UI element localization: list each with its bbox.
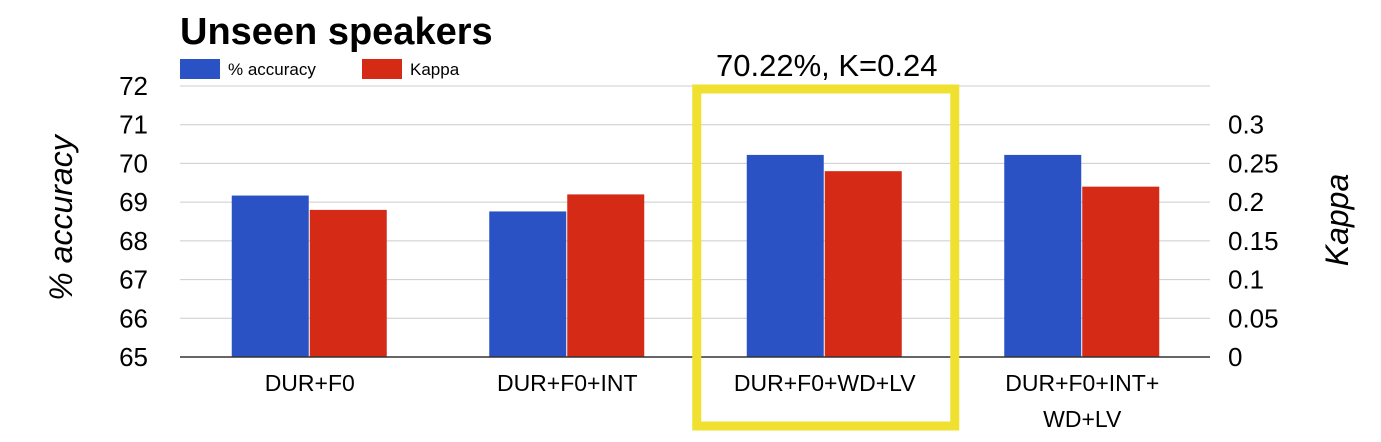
right-tick-label: 0.1 (1228, 265, 1264, 295)
highlight-box (692, 84, 960, 431)
bar-accuracy (1004, 154, 1082, 357)
legend: % accuracy Kappa (180, 59, 460, 79)
left-axis-title: % accuracy (43, 133, 79, 300)
legend-label: Kappa (410, 60, 460, 79)
right-axis-ticks: 0 0.05 0.1 0.15 0.2 0.25 0.3 (1228, 110, 1279, 372)
bar-kappa (824, 171, 902, 357)
annotation-label: 70.22%, K=0.24 (716, 48, 937, 83)
left-tick-label: 69 (119, 187, 148, 217)
right-tick-label: 0.05 (1228, 303, 1279, 333)
category-label: WD+LV (1043, 406, 1122, 432)
left-tick-label: 66 (119, 303, 148, 333)
legend-label: % accuracy (228, 60, 316, 79)
category-label: DUR+F0+WD+LV (734, 370, 916, 396)
legend-swatch (180, 59, 220, 79)
left-tick-label: 71 (119, 110, 148, 140)
left-tick-label: 70 (119, 148, 148, 178)
category-label: DUR+F0+INT+ (1005, 370, 1159, 396)
bar-accuracy (231, 195, 309, 357)
left-tick-label: 65 (119, 342, 148, 372)
category-label: DUR+F0+INT (497, 370, 638, 396)
category-labels: DUR+F0 DUR+F0+INT DUR+F0+WD+LV DUR+F0+INT+ W… (265, 370, 1160, 432)
left-tick-label: 72 (119, 71, 148, 101)
left-axis-ticks: 65 66 67 68 69 70 71 72 (119, 71, 148, 372)
legend-swatch (362, 59, 402, 79)
annotation: 70.22%, K=0.24 (692, 48, 960, 431)
bar-kappa (567, 194, 645, 357)
left-tick-label: 67 (119, 265, 148, 295)
chart-title: Unseen speakers (180, 11, 493, 53)
right-axis-title: Kappa (1319, 174, 1355, 267)
right-tick-label: 0.25 (1228, 148, 1279, 178)
left-tick-label: 68 (119, 226, 148, 256)
right-tick-label: 0 (1228, 342, 1242, 372)
right-tick-label: 0.2 (1228, 187, 1264, 217)
right-tick-label: 0.3 (1228, 110, 1264, 140)
bar-kappa (309, 209, 387, 357)
bar-accuracy (746, 154, 824, 357)
right-tick-label: 0.15 (1228, 226, 1279, 256)
category-label: DUR+F0 (265, 370, 355, 396)
bar-accuracy (489, 211, 567, 357)
bars (231, 154, 1160, 357)
bar-kappa (1082, 186, 1160, 357)
